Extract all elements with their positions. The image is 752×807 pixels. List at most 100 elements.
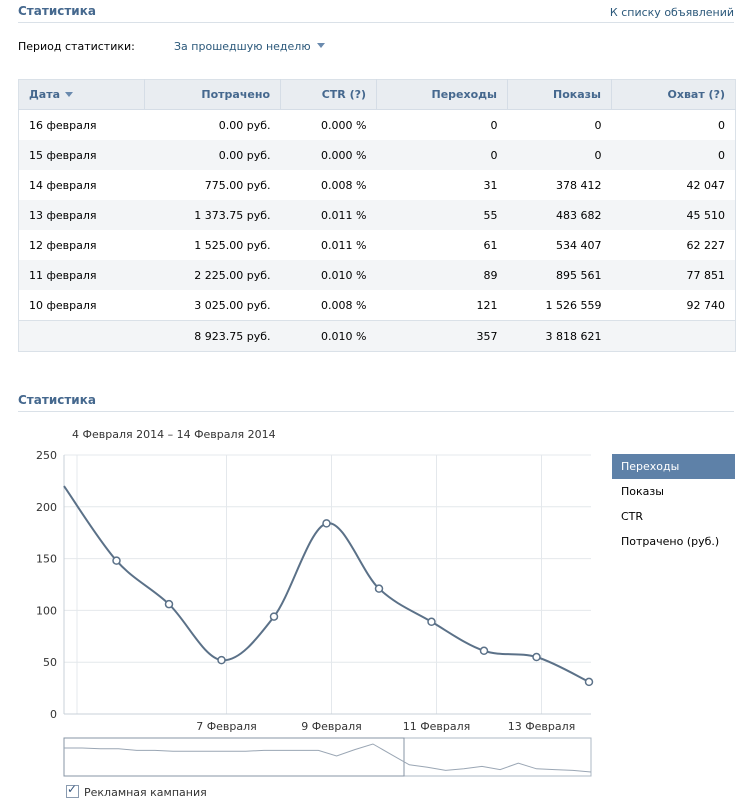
cell-reach: 77 851 — [611, 260, 736, 290]
cell-reach: 0 — [611, 140, 736, 170]
table-row: 13 февраля 1 373.75 руб. 0.011 % 55 483 … — [18, 200, 736, 230]
cell-date: 11 февраля — [18, 260, 145, 290]
total-reach — [611, 320, 736, 352]
cell-date: 13 февраля — [18, 200, 145, 230]
stats-table: Дата Потрачено CTR (?) Переходы Показы О… — [18, 79, 736, 352]
period-dropdown[interactable]: За прошедшую неделю — [174, 40, 325, 53]
column-header-clicks[interactable]: Переходы — [376, 79, 508, 110]
y-tick-label: 0 — [50, 708, 57, 721]
cell-impressions: 378 412 — [556, 178, 602, 192]
data-point — [584, 677, 594, 687]
table-header-row: Дата Потрачено CTR (?) Переходы Показы О… — [18, 79, 736, 110]
cell-ctr: 0.000 % — [280, 140, 377, 170]
metric-selector: Переходы Показы CTR Потрачено (руб.) — [612, 454, 735, 554]
cell-ctr: 0.010 % — [280, 260, 377, 290]
campaign-checkbox[interactable]: ✓ — [66, 782, 79, 798]
metric-item-impressions[interactable]: Показы — [621, 485, 664, 498]
cell-date: 15 февраля — [18, 140, 145, 170]
cell-impressions: 1 526 559 — [545, 298, 602, 312]
chevron-down-icon — [316, 43, 325, 48]
cell-reach: 42 047 — [686, 178, 726, 192]
cell-spent: 2 225.00 руб. — [144, 260, 281, 290]
cell-reach: 62 227 — [686, 238, 726, 252]
cell-clicks: 55 — [376, 200, 508, 230]
cell-spent: 3 025.00 руб. — [194, 298, 271, 312]
stats-header: Статистика К списку объявлений — [18, 0, 734, 23]
cell-spent: 0.00 руб. — [218, 118, 271, 132]
table-row: 12 февраля 1 525.00 руб. 0.011 % 61 534 … — [19, 230, 736, 260]
metric-item-spent[interactable]: Потрачено (руб.) — [621, 535, 720, 548]
cell-clicks: 0 — [490, 118, 498, 132]
cell-ctr: 0.008 % — [321, 178, 367, 192]
cell-clicks: 121 — [476, 298, 498, 312]
data-point — [164, 599, 174, 609]
cell-spent: 1 525.00 руб. — [194, 238, 271, 252]
navigator-line — [64, 743, 592, 773]
table-row: 14 февраля 775.00 руб. 0.008 % 31 378 41… — [19, 170, 736, 200]
cell-clicks: 0 — [376, 140, 508, 170]
total-date — [18, 320, 145, 352]
period-value: За прошедшую неделю — [174, 40, 311, 53]
chart-section-header: Статистика — [18, 389, 734, 412]
chart-date-range: 4 Февраля 2014 – 14 Февраля 2014 — [72, 428, 276, 441]
x-tick-label: 11 Февраля — [403, 720, 471, 733]
total-spent: 8 923.75 руб. — [144, 320, 281, 352]
cell-date: 12 февраля — [29, 238, 97, 252]
navigator-frame — [63, 737, 592, 777]
data-point — [322, 519, 331, 528]
navigator-window — [63, 737, 405, 777]
cell-impressions: 534 407 — [556, 238, 602, 252]
data-point — [217, 655, 226, 665]
x-tick-label: 9 Февраля — [301, 720, 362, 733]
metric-item-clicks[interactable]: Переходы — [612, 454, 735, 479]
back-to-ads-link[interactable]: К списку объявлений — [609, 6, 734, 19]
sort-down-icon — [65, 92, 74, 97]
chart-section-title: Статистика — [18, 393, 96, 407]
cell-spent: 775.00 руб. — [204, 178, 271, 192]
total-impressions: 3 818 621 — [507, 320, 612, 352]
column-header-ctr[interactable]: CTR (?) — [280, 79, 377, 110]
page-title: Статистика — [18, 4, 96, 18]
clicks-line-chart: 0 50 100 150 200 250 7 Февраля 9 Февраля 11 Февр… — [36, 449, 594, 777]
x-tick-label: 13 Февраля — [508, 720, 576, 733]
cell-ctr: 0.011 % — [280, 200, 377, 230]
cell-impressions: 0 — [594, 118, 602, 132]
table-row: 10 февраля 3 025.00 руб. 0.008 % 121 1 5… — [19, 290, 736, 321]
cell-spent: 1 373.75 руб. — [144, 200, 281, 230]
y-tick-label: 50 — [43, 656, 57, 669]
cell-spent: 0.00 руб. — [144, 140, 281, 170]
cell-ctr: 0.000 % — [321, 118, 367, 132]
campaign-label: Рекламная кампания — [84, 786, 207, 799]
cell-date: 16 февраля — [29, 118, 97, 132]
y-tick-label: 250 — [36, 449, 57, 462]
data-point — [532, 652, 541, 662]
cell-clicks: 61 — [483, 238, 498, 252]
data-point — [269, 612, 279, 621]
table-row: 15 февраля 0.00 руб. 0.000 % 0 0 0 — [18, 140, 736, 170]
column-header-spent[interactable]: Потрачено — [144, 79, 281, 110]
y-tick-label: 200 — [36, 501, 57, 514]
cell-ctr: 0.008 % — [321, 298, 367, 312]
data-point — [374, 584, 384, 593]
cell-reach: 92 740 — [686, 298, 726, 312]
period-label: Период статистики: — [18, 40, 135, 53]
cell-date: 14 февраля — [29, 178, 97, 192]
cell-date: 10 февраля — [29, 298, 97, 312]
cell-reach: 45 510 — [611, 200, 736, 230]
x-tick-label: 7 Февраля — [196, 720, 257, 733]
cell-impressions: 0 — [507, 140, 612, 170]
total-clicks: 357 — [376, 320, 508, 352]
column-header-date[interactable]: Дата — [18, 79, 145, 110]
y-tick-label: 150 — [36, 553, 57, 566]
data-point — [427, 617, 436, 627]
metric-item-ctr[interactable]: CTR — [621, 510, 644, 523]
table-total-row: 8 923.75 руб. 0.010 % 357 3 818 621 — [18, 320, 736, 352]
data-point — [112, 556, 121, 565]
column-header-impressions[interactable]: Показы — [507, 79, 612, 110]
campaign-toggle[interactable]: ✓ Рекламная кампания — [66, 782, 207, 799]
column-header-reach[interactable]: Охват (?) — [611, 79, 736, 110]
cell-impressions: 895 561 — [507, 260, 612, 290]
cell-ctr: 0.011 % — [321, 238, 367, 252]
y-tick-label: 100 — [36, 604, 57, 617]
cell-impressions: 483 682 — [507, 200, 612, 230]
